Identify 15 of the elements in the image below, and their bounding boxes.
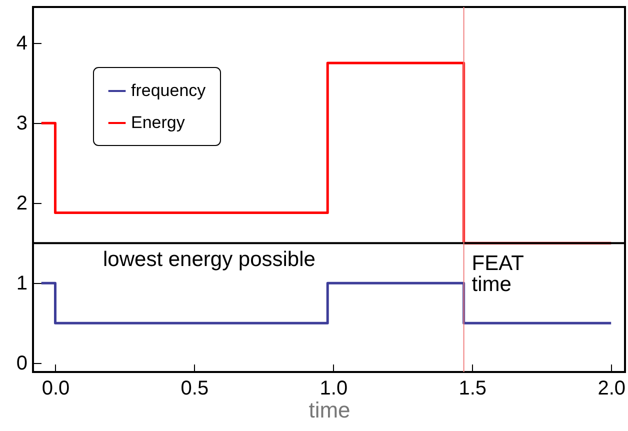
x-tick-label: 2.0 [598, 378, 626, 400]
y-tick-label: 1 [16, 272, 28, 295]
y-tick-label: 0 [16, 352, 28, 375]
ref-line-label: FEAT time [472, 252, 524, 296]
x-axis-title: time [308, 398, 350, 422]
y-tick-label: 3 [16, 112, 28, 135]
y-tick-label: 4 [16, 32, 28, 55]
x-tick-label: 1.0 [320, 378, 348, 400]
y-tick-label: 2 [16, 192, 28, 215]
legend-label: Energy [131, 113, 186, 132]
ref-line-label: lowest energy possible [103, 248, 316, 272]
x-tick-label: 0.0 [42, 378, 70, 400]
x-tick-label: 0.5 [180, 378, 209, 400]
x-tick-label: 1.5 [458, 378, 487, 400]
legend-label: frequency [131, 81, 206, 100]
